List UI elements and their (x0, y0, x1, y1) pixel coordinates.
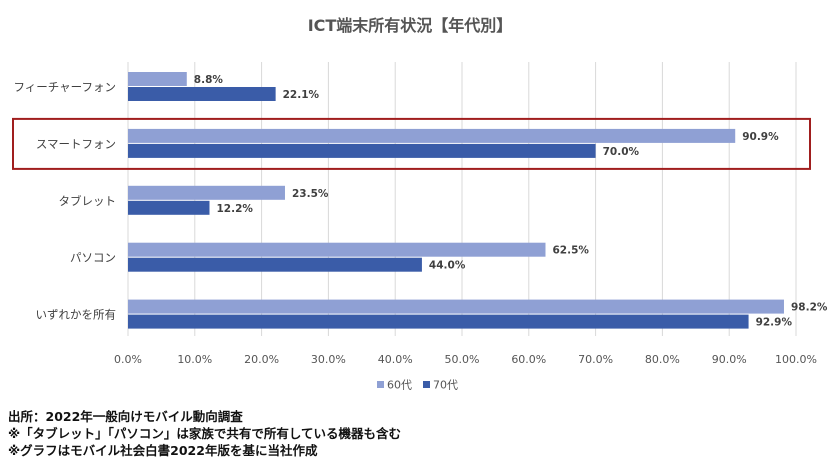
bar-60代-タブレット (128, 185, 285, 200)
x-tick-label: 100.0% (775, 353, 817, 366)
x-tick-label: 80.0% (645, 353, 680, 366)
highlight-rectangle (12, 117, 811, 170)
category-label: いずれかを所有 (36, 308, 117, 322)
x-tick-label: 60.0% (511, 353, 546, 366)
bar-70代-タブレット (128, 200, 210, 215)
chart-title: ICT端末所有状況【年代別】 (308, 16, 513, 35)
category-label: タブレット (59, 194, 117, 208)
legend-swatch (377, 381, 384, 388)
data-label: 12.2% (216, 203, 253, 215)
x-tick-label: 70.0% (578, 353, 613, 366)
data-label: 90.9% (742, 131, 779, 143)
highlight-box (12, 117, 811, 170)
bar-70代-パソコン (128, 257, 422, 272)
category-label: パソコン (70, 251, 116, 265)
x-tick-label: 30.0% (311, 353, 346, 366)
bar-60代-いずれかを所有 (128, 299, 784, 314)
legend-swatch (423, 381, 430, 388)
data-label: 70.0% (603, 146, 640, 158)
footnote-graph-basis: ※グラフはモバイル社会白書2022年版を基に当社作成 (8, 443, 318, 458)
data-label: 22.1% (283, 89, 320, 101)
data-label: 62.5% (553, 245, 590, 257)
source-notes: 出所：2022年一般向けモバイル動向調査 ※「タブレット」「パソコン」は家族で共… (8, 408, 401, 459)
x-tick-label: 50.0% (445, 353, 480, 366)
x-tick-label: 0.0% (114, 353, 142, 366)
legend-label: 60代 (387, 379, 412, 392)
x-tick-label: 10.0% (177, 353, 212, 366)
x-axis-tick-labels: 0.0% 10.0% 20.0% 30.0% 40.0% 50.0% 60.0% 70.0% 8… (114, 353, 817, 366)
x-tick-label: 20.0% (244, 353, 279, 366)
legend-label: 70代 (433, 379, 458, 392)
category-label: スマートフォン (36, 137, 116, 151)
bar-60代-パソコン (128, 242, 546, 257)
data-label: 98.2% (791, 302, 828, 314)
category-label: フィーチャーフォン (14, 80, 116, 94)
legend: 60代 70代 (377, 379, 458, 392)
bar-60代-フィーチャーフォン (128, 72, 187, 86)
data-label: 44.0% (429, 260, 466, 272)
source-note: 出所：2022年一般向けモバイル動向調査 (8, 409, 243, 424)
bar-70代-フィーチャーフォン (128, 87, 276, 101)
x-tick-label: 90.0% (712, 353, 747, 366)
data-label: 23.5% (292, 188, 329, 200)
bar-70代-スマートフォン (128, 143, 596, 158)
x-tick-label: 40.0% (378, 353, 413, 366)
bar-60代-スマートフォン (128, 128, 736, 143)
data-label: 8.8% (194, 74, 224, 86)
data-label: 92.9% (756, 317, 793, 329)
gridlines (127, 62, 797, 336)
footnote-shared-devices: ※「タブレット」「パソコン」は家族で共有で所有している機器も含む (8, 426, 402, 441)
bar-70代-いずれかを所有 (128, 314, 749, 329)
bars: 8.8% 22.1% 90.9% 70.0% 23.5% 12.2% 62.5% 44.0% 9… (128, 72, 828, 329)
